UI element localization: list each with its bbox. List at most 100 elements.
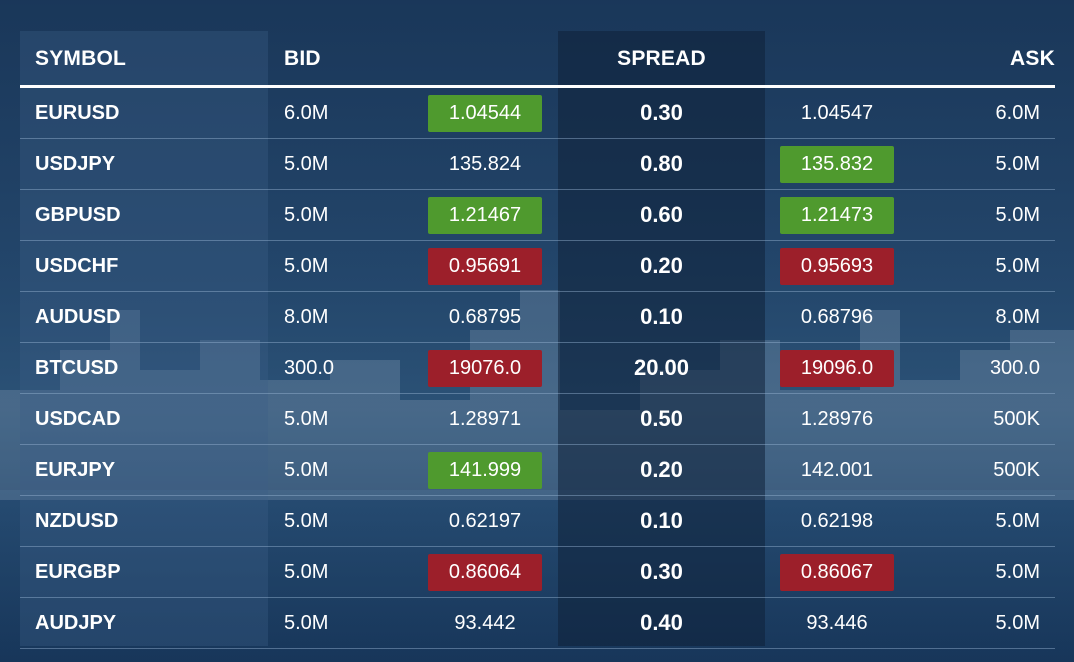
quotes-table: SYMBOL BID SPREAD ASK EURUSD 6.0M 1.04544 0…: [20, 31, 1055, 649]
table-row[interactable]: USDCHF 5.0M 0.95691 0.20 0.95693 5.0M: [20, 241, 1055, 292]
spread-column-background: [558, 31, 765, 646]
bid-size-cell: 5.0M: [284, 204, 329, 226]
bid-price-cell[interactable]: 93.442: [428, 598, 542, 648]
bid-price-cell[interactable]: 1.21467: [428, 190, 542, 240]
ask-size-cell: 8.0M: [995, 306, 1040, 328]
symbol-cell: NZDUSD: [35, 510, 119, 532]
spread-cell: 0.10: [640, 304, 683, 329]
ask-size-cell: 5.0M: [995, 204, 1040, 226]
ask-price-cell[interactable]: 0.68796: [780, 292, 894, 342]
ask-price-cell[interactable]: 1.04547: [780, 88, 894, 138]
ask-size-cell: 5.0M: [995, 561, 1040, 583]
symbol-cell: GBPUSD: [35, 204, 121, 226]
bid-price-cell[interactable]: 1.04544: [428, 88, 542, 138]
ask-price-cell[interactable]: 0.86067: [780, 547, 894, 597]
ask-price[interactable]: 0.68796: [800, 306, 874, 328]
table-row[interactable]: AUDJPY 5.0M 93.442 0.40 93.446 5.0M: [20, 598, 1055, 649]
ask-price[interactable]: 19096.0: [780, 350, 894, 387]
bid-price[interactable]: 93.442: [454, 612, 516, 634]
bid-price[interactable]: 0.95691: [428, 248, 542, 285]
spread-cell: 0.40: [640, 610, 683, 635]
ask-price[interactable]: 0.95693: [780, 248, 894, 285]
bid-size-cell: 8.0M: [284, 306, 329, 328]
bid-size-cell: 5.0M: [284, 408, 329, 430]
ask-price[interactable]: 0.86067: [780, 554, 894, 591]
bid-price-cell[interactable]: 1.28971: [428, 394, 542, 444]
spread-cell: 0.80: [640, 151, 683, 176]
bid-price-cell[interactable]: 0.68795: [428, 292, 542, 342]
table-row[interactable]: AUDUSD 8.0M 0.68795 0.10 0.68796 8.0M: [20, 292, 1055, 343]
ask-size-cell: 500K: [993, 408, 1040, 430]
bid-price-cell[interactable]: 135.824: [428, 139, 542, 189]
ask-price[interactable]: 135.832: [780, 146, 894, 183]
ask-size-cell: 300.0: [989, 357, 1040, 379]
symbol-cell: BTCUSD: [35, 357, 119, 379]
bid-price-cell[interactable]: 0.62197: [428, 496, 542, 546]
bid-size-cell: 5.0M: [284, 153, 329, 175]
ask-price[interactable]: 1.21473: [780, 197, 894, 234]
ask-price[interactable]: 142.001: [800, 459, 874, 481]
ask-size-cell: 500K: [993, 459, 1040, 481]
spread-cell: 20.00: [633, 355, 690, 380]
bid-price-cell[interactable]: 19076.0: [428, 343, 542, 393]
spread-cell: 0.20: [640, 457, 683, 482]
ask-price-cell[interactable]: 0.95693: [780, 241, 894, 291]
ask-price-cell[interactable]: 1.21473: [780, 190, 894, 240]
table-header: SYMBOL BID SPREAD ASK: [20, 31, 1055, 88]
bid-price[interactable]: 1.21467: [428, 197, 542, 234]
symbol-cell: EURGBP: [35, 561, 121, 583]
symbol-cell: EURJPY: [35, 459, 116, 481]
table-row[interactable]: EURUSD 6.0M 1.04544 0.30 1.04547 6.0M: [20, 88, 1055, 139]
bid-price[interactable]: 19076.0: [428, 350, 542, 387]
table-row[interactable]: BTCUSD 300.0 19076.0 20.00 19096.0 300.0: [20, 343, 1055, 394]
table-row[interactable]: NZDUSD 5.0M 0.62197 0.10 0.62198 5.0M: [20, 496, 1055, 547]
table-row[interactable]: GBPUSD 5.0M 1.21467 0.60 1.21473 5.0M: [20, 190, 1055, 241]
table-row[interactable]: USDJPY 5.0M 135.824 0.80 135.832 5.0M: [20, 139, 1055, 190]
header-ask[interactable]: ASK: [1010, 47, 1055, 70]
table-row[interactable]: EURGBP 5.0M 0.86064 0.30 0.86067 5.0M: [20, 547, 1055, 598]
ask-price-cell[interactable]: 135.832: [780, 139, 894, 189]
ask-size-cell: 6.0M: [995, 102, 1040, 124]
bid-price-cell[interactable]: 0.86064: [428, 547, 542, 597]
ask-size-cell: 5.0M: [995, 153, 1040, 175]
symbol-cell: AUDUSD: [35, 306, 121, 328]
header-spread[interactable]: SPREAD: [617, 47, 706, 70]
bid-price[interactable]: 0.68795: [448, 306, 522, 328]
header-symbol[interactable]: SYMBOL: [35, 47, 127, 70]
bid-price[interactable]: 0.86064: [428, 554, 542, 591]
ask-price[interactable]: 1.04547: [800, 102, 874, 124]
bid-size-cell: 5.0M: [284, 459, 329, 481]
header-bid[interactable]: BID: [284, 47, 321, 70]
ask-size-cell: 5.0M: [995, 612, 1040, 634]
bid-price[interactable]: 1.04544: [428, 95, 542, 132]
ask-price-cell[interactable]: 0.62198: [780, 496, 894, 546]
bid-price[interactable]: 141.999: [428, 452, 542, 489]
symbol-cell: USDJPY: [35, 153, 116, 175]
table-body: EURUSD 6.0M 1.04544 0.30 1.04547 6.0M USDJPY 5.…: [20, 88, 1055, 649]
bid-price[interactable]: 135.824: [448, 153, 522, 175]
bid-price[interactable]: 0.62197: [448, 510, 522, 532]
symbol-cell: USDCAD: [35, 408, 121, 430]
ask-price-cell[interactable]: 19096.0: [780, 343, 894, 393]
ask-price-cell[interactable]: 1.28976: [780, 394, 894, 444]
ask-price[interactable]: 0.62198: [800, 510, 874, 532]
spread-cell: 0.10: [640, 508, 683, 533]
spread-cell: 0.50: [640, 406, 683, 431]
bid-size-cell: 5.0M: [284, 255, 329, 277]
ask-price[interactable]: 93.446: [806, 612, 868, 634]
bid-price-cell[interactable]: 0.95691: [428, 241, 542, 291]
ask-price[interactable]: 1.28976: [800, 408, 874, 430]
ask-size-cell: 5.0M: [995, 255, 1040, 277]
table-row[interactable]: USDCAD 5.0M 1.28971 0.50 1.28976 500K: [20, 394, 1055, 445]
bid-price[interactable]: 1.28971: [448, 408, 522, 430]
ask-price-cell[interactable]: 93.446: [780, 598, 894, 648]
bid-size-cell: 5.0M: [284, 561, 329, 583]
ask-size-cell: 5.0M: [995, 510, 1040, 532]
symbol-column-background: [20, 31, 268, 646]
symbol-cell: EURUSD: [35, 102, 120, 124]
symbol-cell: AUDJPY: [35, 612, 117, 634]
ask-price-cell[interactable]: 142.001: [780, 445, 894, 495]
bid-price-cell[interactable]: 141.999: [428, 445, 542, 495]
table-row[interactable]: EURJPY 5.0M 141.999 0.20 142.001 500K: [20, 445, 1055, 496]
symbol-cell: USDCHF: [35, 255, 119, 277]
